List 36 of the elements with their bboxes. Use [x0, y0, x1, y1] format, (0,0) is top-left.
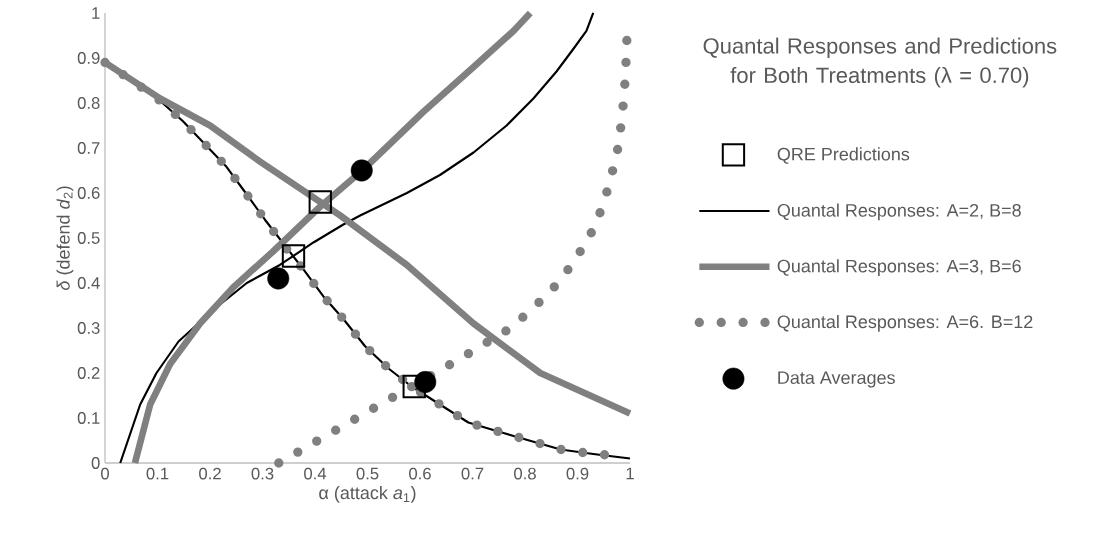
legend-label: Data Averages [778, 371, 895, 388]
x-tick-label: 0.4 [304, 467, 327, 480]
y-tick-label: 0.6 [77, 187, 100, 199]
x-tick-label: 1 [626, 467, 634, 480]
x-tick-label: 0.3 [251, 467, 274, 480]
y-tick-label: 0.3 [77, 322, 100, 334]
x-tick-label: 0.9 [566, 467, 589, 480]
x-tick-label: 0 [101, 467, 109, 480]
point [402, 374, 426, 399]
text: Quantal Responses and Predictions for Both Treatments (λ = 0.70) [703, 37, 1057, 88]
y-axis-title: δ (defend d$_{2}$) [56, 186, 74, 291]
x-tick-label: 0.8 [514, 467, 536, 480]
point [308, 190, 332, 214]
point [414, 371, 437, 393]
legend-label: Quantal Responses: A=3, B=6 [777, 259, 1021, 276]
y-tick-label: 0.7 [77, 142, 100, 154]
y-tick-label: 0.1 [77, 412, 100, 424]
point [281, 244, 306, 268]
point [267, 267, 290, 290]
x-axis-title: α (attack a$_{1}$) [319, 485, 416, 503]
legend-label: QRE Predictions [777, 147, 910, 164]
point [350, 159, 373, 182]
y-tick-label: 0.8 [77, 97, 100, 109]
legend-label: Quantal Responses: A=2, B=8 [777, 203, 1021, 221]
y-tick-label: 0.9 [77, 52, 100, 64]
x-tick-label: 0.5 [356, 467, 379, 480]
x-tick-label: 0.6 [409, 467, 431, 480]
y-tick-label: 0 [91, 457, 100, 469]
y-tick-label: 0.2 [77, 367, 100, 379]
y-tick-label: 1 [92, 7, 100, 19]
y-tick-label: 0.4 [77, 277, 100, 289]
x-tick-label: 0.2 [199, 467, 221, 480]
y-tick-label: 0.5 [77, 232, 100, 244]
legend-label: Quantal Responses: A=6. B=12 [777, 314, 1033, 332]
x-tick-label: 0.7 [461, 467, 484, 480]
x-tick-label: 0.1 [146, 467, 169, 480]
